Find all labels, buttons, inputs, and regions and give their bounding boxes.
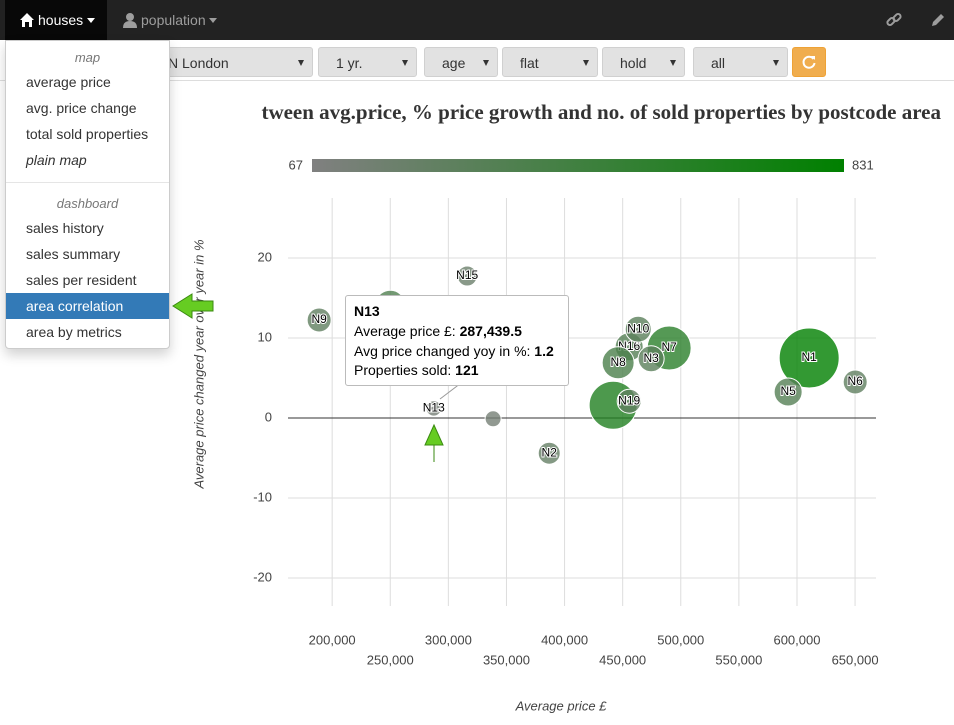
tooltip: N13 Average price £: 287,439.5 Avg price… <box>345 295 569 386</box>
bubble-label: N13 <box>423 401 445 415</box>
dropdown-menu: map average price avg. price change tota… <box>5 40 170 349</box>
bubble <box>601 346 635 380</box>
y-tick-label: -20 <box>253 569 272 584</box>
x-tick-label: 400,000 <box>541 632 588 647</box>
bubble <box>456 265 478 287</box>
bubble-label: N7 <box>661 340 677 354</box>
menu-item[interactable]: sales history <box>26 220 104 236</box>
x-tick-label: 200,000 <box>309 632 356 647</box>
color-scale-min: 67 <box>289 157 303 172</box>
x-tick-label: 350,000 <box>483 652 530 667</box>
tooltip-title: N13 <box>354 303 380 319</box>
bubble-label: N2 <box>542 445 558 459</box>
tooltip-label: Average price £: <box>354 323 456 339</box>
select-age[interactable]: age <box>424 47 498 77</box>
x-tick-label: 500,000 <box>657 632 704 647</box>
menu-item[interactable]: sales per resident <box>26 272 137 288</box>
menu-item[interactable]: total sold properties <box>26 126 149 142</box>
select-type[interactable]: flat <box>502 47 598 77</box>
home-icon <box>20 13 34 27</box>
nav-label: houses <box>38 12 84 28</box>
x-tick-label: 250,000 <box>367 652 414 667</box>
select-period[interactable]: 1 yr. <box>318 47 417 77</box>
menu-item[interactable]: avg. price change <box>26 100 137 116</box>
bubble-label: N9 <box>311 312 327 326</box>
y-tick-label: 0 <box>265 409 272 424</box>
arrow-left <box>172 293 214 319</box>
x-tick-label: 650,000 <box>832 652 879 667</box>
bubble <box>616 388 642 414</box>
bubble-label: N3 <box>643 351 659 365</box>
bubble <box>624 315 652 343</box>
bubble <box>425 400 442 417</box>
menu-header: map <box>74 50 101 65</box>
bubble <box>773 377 803 407</box>
menu-item[interactable]: average price <box>26 74 111 90</box>
navbar: houses population <box>0 0 954 40</box>
tooltip-label: Avg price changed yoy in %: <box>354 343 531 359</box>
menu-item[interactable]: area by metrics <box>26 324 122 340</box>
tooltip-value: 287,439.5 <box>459 323 522 339</box>
bubble-label: N8 <box>610 355 626 369</box>
color-scale-max: 831 <box>852 157 874 172</box>
bubble-label: N5 <box>780 384 796 398</box>
menu-header: dashboard <box>56 196 119 211</box>
select-all[interactable]: all <box>693 47 788 77</box>
caret <box>87 18 95 23</box>
nav-label: population <box>141 12 206 28</box>
menu-item-active[interactable]: area correlation <box>6 293 169 319</box>
refresh-button[interactable] <box>792 47 826 77</box>
divider <box>0 80 954 81</box>
tooltip-value: 121 <box>455 362 479 378</box>
select-tenure[interactable]: hold <box>602 47 685 77</box>
y-tick-label: 20 <box>258 249 272 264</box>
select-area[interactable]: N London <box>150 47 313 77</box>
bubble-label: N15 <box>456 268 478 282</box>
bubble-label: N6 <box>848 374 864 388</box>
y-tick-label: 10 <box>258 329 272 344</box>
menu-item[interactable]: sales summary <box>26 246 121 262</box>
nav-population[interactable]: population <box>115 0 225 40</box>
bubble <box>537 441 561 465</box>
x-tick-label: 300,000 <box>425 632 472 647</box>
bubble <box>484 410 502 428</box>
caret <box>209 18 217 23</box>
bubble-label: N1 <box>802 350 818 364</box>
edit-icon[interactable] <box>930 12 946 28</box>
menu-item[interactable]: plain map <box>26 152 87 168</box>
tooltip-value: 1.2 <box>534 343 554 359</box>
menu-divider <box>6 182 169 183</box>
x-tick-label: 450,000 <box>599 652 646 667</box>
chart-title: tween avg.price, % price growth and no. … <box>261 100 941 124</box>
x-axis-label: Average price £ <box>515 698 608 713</box>
x-tick-label: 600,000 <box>773 632 820 647</box>
link-icon[interactable] <box>886 12 902 28</box>
y-axis-label: Average price changed year over year in … <box>191 239 206 489</box>
person-icon <box>123 13 137 28</box>
bubble <box>842 369 868 395</box>
bubble <box>778 327 840 389</box>
color-scale <box>312 159 844 172</box>
y-tick-label: -10 <box>253 489 272 504</box>
nav-houses[interactable]: houses <box>5 0 107 40</box>
bubble <box>637 345 665 373</box>
refresh-icon <box>802 55 816 69</box>
arrow-up <box>424 423 444 462</box>
tooltip-label: Properties sold: <box>354 362 452 378</box>
bubble-label: N19 <box>618 393 640 407</box>
x-tick-label: 550,000 <box>715 652 762 667</box>
bubble <box>306 307 332 333</box>
bubble-label: N10 <box>627 321 649 335</box>
